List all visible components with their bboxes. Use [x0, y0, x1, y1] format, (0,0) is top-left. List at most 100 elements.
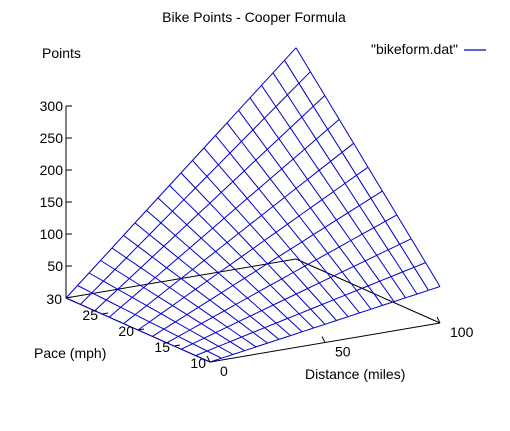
- mesh-segment: [123, 323, 139, 331]
- mesh-segment: [272, 72, 288, 96]
- mesh-segment: [195, 280, 208, 290]
- mesh-segment: [324, 227, 340, 248]
- mesh-segment: [272, 304, 288, 319]
- mesh-segment: [183, 187, 196, 201]
- mesh-segment: [197, 213, 214, 229]
- mesh-segment: [126, 257, 142, 269]
- mesh-segment: [356, 175, 372, 199]
- mesh-segment: [301, 234, 314, 243]
- mesh-segment: [312, 106, 329, 130]
- mesh-segment: [180, 160, 193, 174]
- mesh-segment: [172, 210, 188, 226]
- mesh-segment: [353, 266, 369, 287]
- z-tick-label: 100: [40, 226, 64, 242]
- mesh-segment: [344, 290, 357, 296]
- mesh-segment: [258, 178, 271, 189]
- mesh-segment: [238, 321, 254, 333]
- mesh-segment: [295, 179, 308, 189]
- mesh-segment: [304, 138, 317, 150]
- mesh-segment: [172, 305, 188, 316]
- mesh-segment: [91, 280, 104, 294]
- mesh-segment: [178, 329, 191, 337]
- mesh-segment: [284, 60, 300, 84]
- mesh-segment: [178, 335, 193, 345]
- mesh-segment: [249, 97, 265, 119]
- mesh-segment: [330, 277, 346, 296]
- y-tick-label: 25: [82, 307, 98, 323]
- mesh-segment: [381, 190, 398, 216]
- mesh-segment: [152, 328, 165, 337]
- mesh-segment: [318, 282, 334, 301]
- mesh-segment: [330, 161, 346, 184]
- z-axis-label: Points: [42, 45, 81, 61]
- mesh-segment: [180, 269, 193, 279]
- mesh-segment: [134, 305, 147, 315]
- z-tick-label: 150: [40, 194, 64, 210]
- mesh-segment: [203, 251, 216, 261]
- z-tick-label: 200: [40, 162, 64, 178]
- mesh-segment: [318, 160, 331, 171]
- mesh-segment: [341, 265, 354, 273]
- mesh-segment: [131, 287, 145, 298]
- mesh-segment: [284, 197, 300, 217]
- mesh-segment: [249, 84, 262, 99]
- mesh-segment: [152, 256, 167, 269]
- mesh-segment: [292, 158, 309, 180]
- mesh-segment: [223, 217, 239, 234]
- mesh-segment: [183, 288, 196, 298]
- mesh-segment: [272, 59, 285, 74]
- mesh-segment: [203, 147, 219, 166]
- mesh-segment: [215, 122, 228, 136]
- mesh-segment: [347, 312, 360, 318]
- mesh-segment: [338, 119, 355, 144]
- mesh-segment: [249, 224, 265, 241]
- mesh-segment: [281, 272, 294, 280]
- mesh-segment: [330, 151, 343, 162]
- mesh-segment: [321, 199, 337, 221]
- x-tick-label: 100: [450, 324, 474, 340]
- mesh-segment: [295, 293, 311, 310]
- mesh-segment: [261, 72, 274, 86]
- mesh-segment: [80, 292, 93, 305]
- mesh-segment: [356, 166, 369, 176]
- mesh-segment: [295, 288, 308, 295]
- mesh-segment: [212, 217, 225, 229]
- mesh-segment: [344, 183, 360, 206]
- mesh-segment: [103, 269, 116, 282]
- mesh-segment: [201, 316, 214, 325]
- mesh-segment: [313, 226, 326, 236]
- y-tick-label: 10: [190, 355, 206, 371]
- mesh-segment: [284, 293, 297, 300]
- mesh-segment: [163, 321, 176, 330]
- mesh-segment: [226, 321, 239, 328]
- mesh-segment: [301, 105, 314, 118]
- mesh-segment: [243, 159, 257, 172]
- mesh-segment: [120, 297, 133, 308]
- mesh-segment: [215, 242, 228, 252]
- mesh-segment: [376, 249, 389, 256]
- mesh-segment: [195, 355, 211, 363]
- mesh-segment: [399, 244, 415, 268]
- mesh-segment: [310, 308, 326, 325]
- mesh-segment: [238, 233, 254, 249]
- mesh-segment: [261, 85, 277, 107]
- mesh-segment: [183, 296, 199, 308]
- mesh-segment: [166, 257, 179, 269]
- mesh-segment: [364, 260, 381, 282]
- mesh-segment: [160, 222, 176, 236]
- y-tick-label: 15: [154, 339, 170, 355]
- mesh-segment: [313, 234, 329, 254]
- mesh-segment: [134, 314, 150, 323]
- mesh-segment: [390, 276, 406, 299]
- mesh-segment: [157, 296, 173, 307]
- mesh-segment: [80, 303, 96, 312]
- mesh-segment: [226, 109, 239, 124]
- mesh-segment: [192, 269, 208, 282]
- mesh-segment: [266, 138, 280, 150]
- mesh-segment: [232, 170, 245, 182]
- mesh-segment: [267, 338, 280, 344]
- mesh-segment: [290, 248, 306, 267]
- mesh-segment: [114, 257, 127, 270]
- mesh-segment: [287, 223, 303, 243]
